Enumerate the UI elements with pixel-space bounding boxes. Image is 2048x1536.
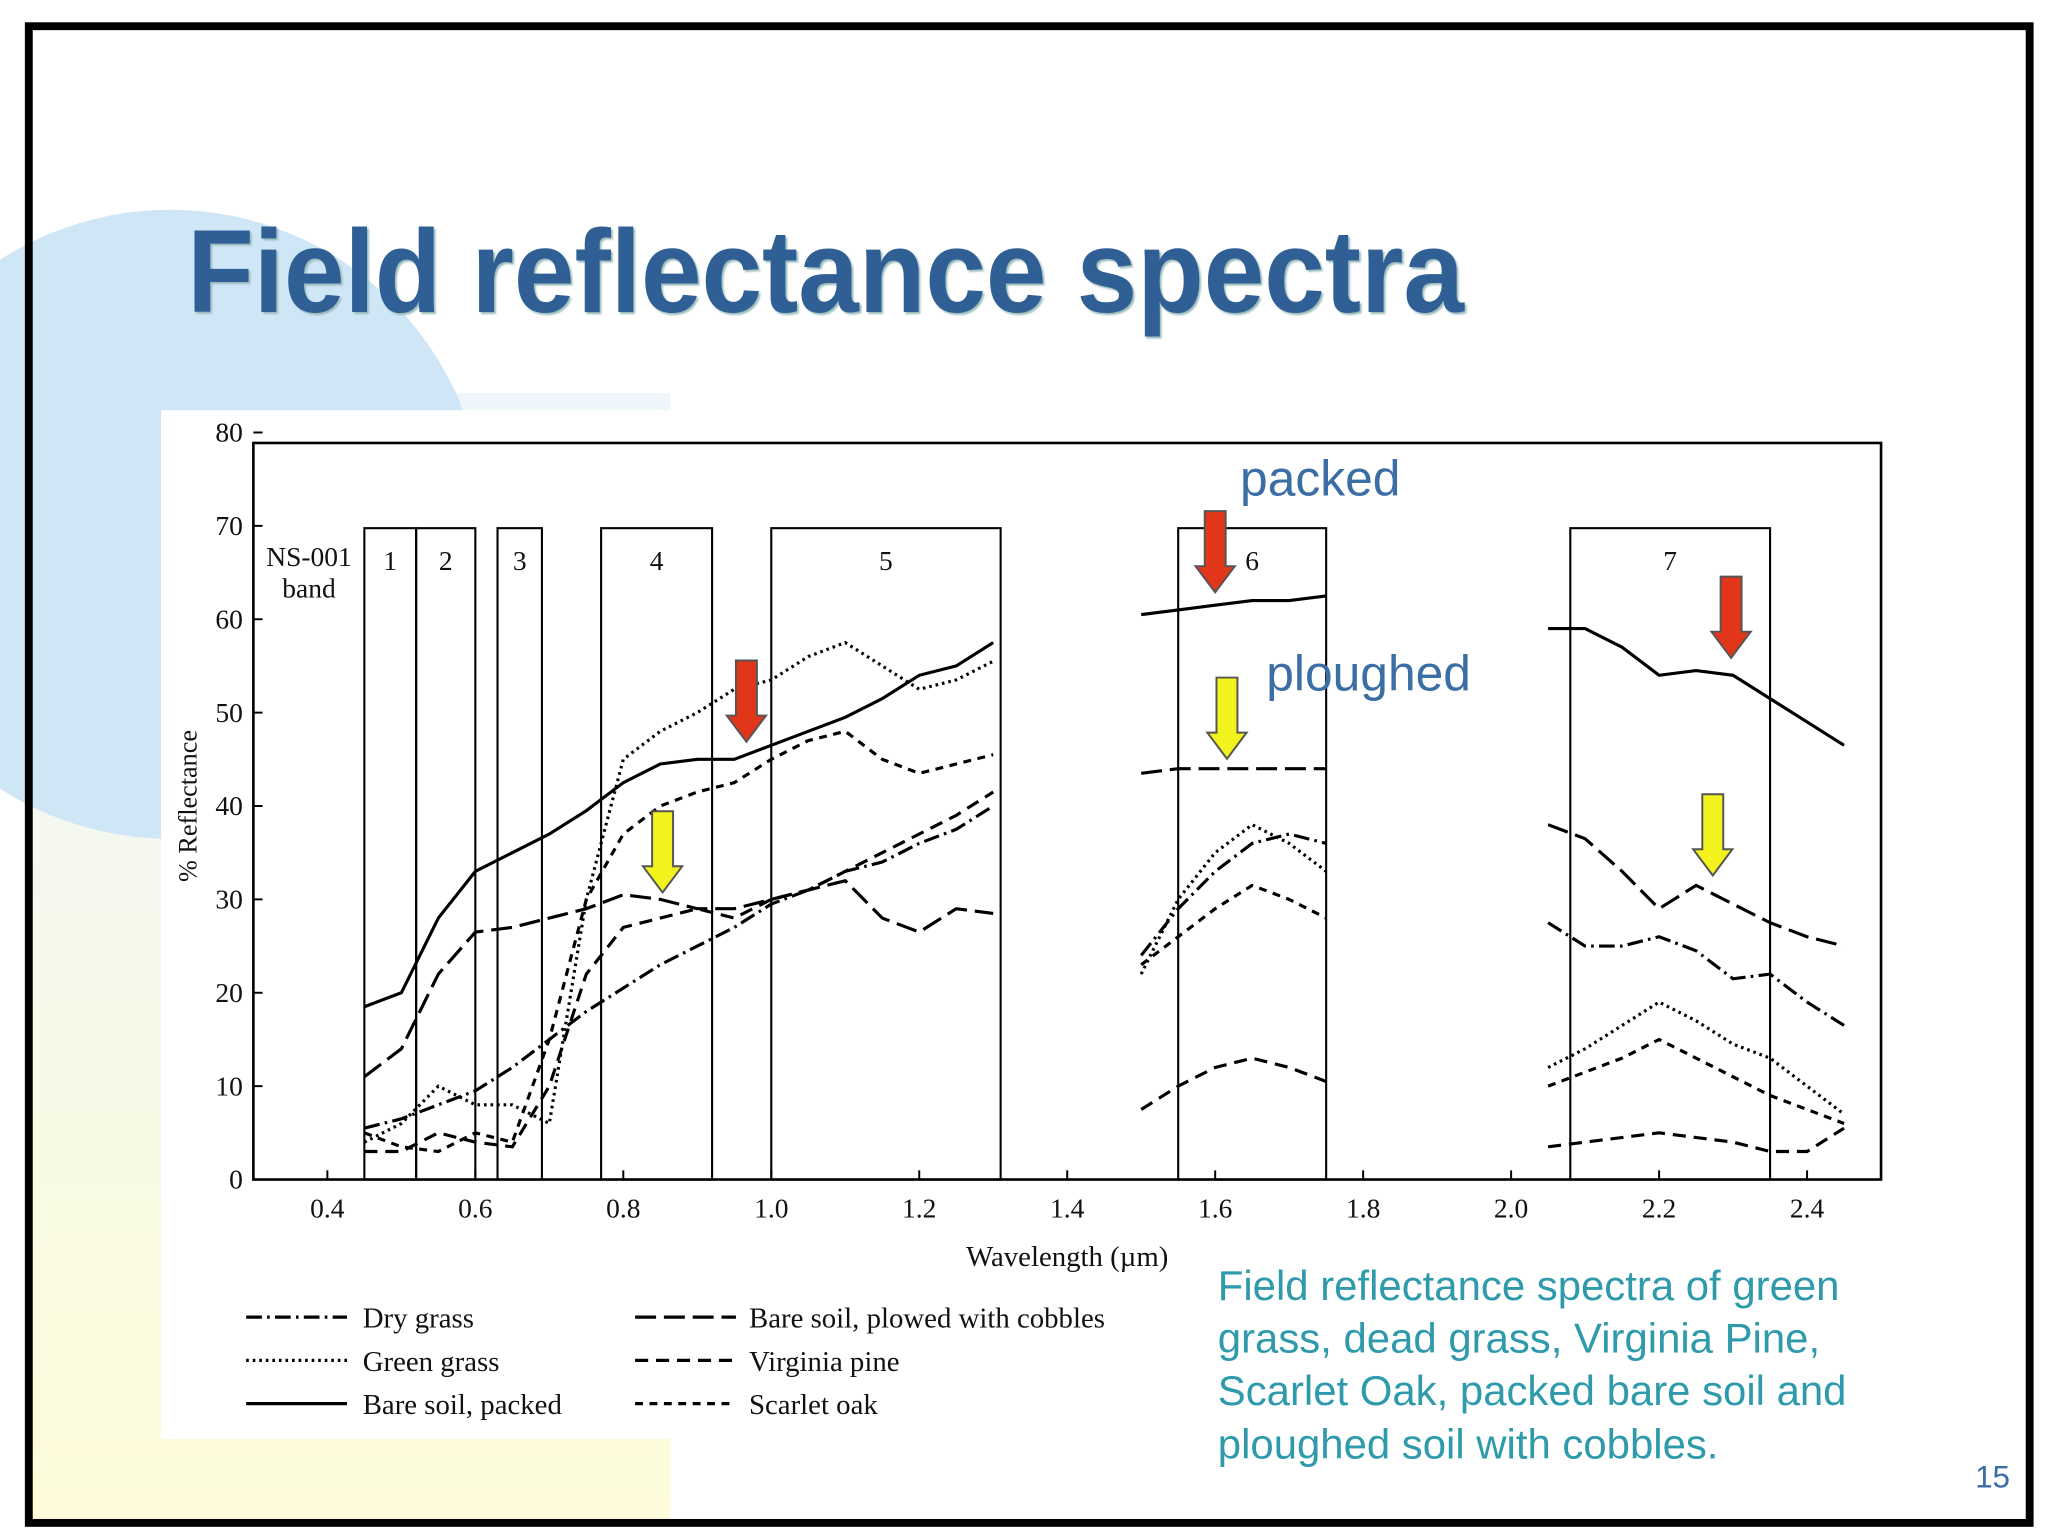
caption-line: Scarlet Oak, packed bare soil and bbox=[1218, 1367, 1847, 1414]
series-line bbox=[364, 790, 1845, 1154]
x-tick-label: 0.6 bbox=[458, 1193, 492, 1224]
band-number: 1 bbox=[383, 545, 397, 576]
band bbox=[770, 527, 1002, 1181]
y-tick-label: 40 bbox=[215, 790, 242, 821]
y-tick-label: 50 bbox=[215, 697, 242, 728]
band-number: 2 bbox=[439, 545, 453, 576]
caption: Field reflectance spectra of green grass… bbox=[1218, 1262, 1847, 1468]
legend-label: Scarlet oak bbox=[749, 1389, 878, 1421]
band-number: 6 bbox=[1245, 545, 1259, 576]
x-axis-label: Wavelength (µm) bbox=[966, 1241, 1168, 1273]
x-tick-label: 2.4 bbox=[1790, 1193, 1825, 1224]
y-tick-label: 30 bbox=[215, 884, 242, 915]
caption-line: Field reflectance spectra of green bbox=[1218, 1262, 1840, 1309]
x-tick-label: 1.0 bbox=[754, 1193, 788, 1224]
band-label: band bbox=[282, 573, 336, 604]
x-tick-label: 2.2 bbox=[1642, 1193, 1676, 1224]
band bbox=[1177, 527, 1328, 1181]
caption-line: ploughed soil with cobbles. bbox=[1218, 1421, 1719, 1468]
y-axis-label: % Reflectance bbox=[173, 730, 202, 882]
band-label: NS-001 bbox=[266, 541, 352, 572]
band-number: 5 bbox=[879, 545, 893, 576]
x-tick-label: 1.6 bbox=[1198, 1193, 1232, 1224]
slide-border bbox=[24, 22, 2034, 1527]
x-tick-label: 0.4 bbox=[310, 1193, 345, 1224]
slide-title: Field reflectance spectra bbox=[187, 205, 1465, 337]
band-number: 7 bbox=[1663, 545, 1677, 576]
band bbox=[415, 527, 477, 1181]
legend-label: Green grass bbox=[363, 1346, 500, 1378]
x-tick-label: 1.4 bbox=[1050, 1193, 1085, 1224]
series-line bbox=[363, 640, 1845, 1144]
series-line bbox=[363, 804, 1845, 1130]
y-tick-label: 10 bbox=[215, 1070, 242, 1101]
chart-background bbox=[1195, 410, 1903, 1249]
caption-line: grass, dead grass, Virginia Pine, bbox=[1218, 1315, 1820, 1362]
band bbox=[1569, 527, 1772, 1181]
y-tick-label: 20 bbox=[215, 977, 242, 1008]
chart: 0 10 20 30 40 50 60 70 80 0.4 0.6 0.8 1.0 1.2 1.4 1.6 1.… bbox=[173, 417, 1883, 1421]
band-number: 3 bbox=[513, 545, 527, 576]
annotation: ploughed bbox=[1266, 646, 1471, 702]
page-number: 15 bbox=[1975, 1459, 2010, 1494]
series-line bbox=[363, 594, 1845, 1009]
band bbox=[496, 527, 543, 1181]
band-number: 4 bbox=[650, 545, 664, 576]
band bbox=[600, 527, 714, 1181]
legend-label: Virginia pine bbox=[749, 1346, 900, 1378]
series-line bbox=[363, 767, 1845, 1079]
legend-label: Bare soil, plowed with cobbles bbox=[749, 1303, 1105, 1335]
legend-label: Bare soil, packed bbox=[363, 1389, 563, 1421]
x-tick-label: 2.0 bbox=[1494, 1193, 1528, 1224]
y-tick-label: 60 bbox=[215, 603, 242, 634]
y-tick-label: 80 bbox=[215, 417, 242, 448]
chart-background bbox=[161, 410, 1196, 1440]
x-tick-label: 1.8 bbox=[1346, 1193, 1380, 1224]
x-tick-label: 1.2 bbox=[902, 1193, 936, 1224]
y-tick-label: 70 bbox=[215, 510, 242, 541]
series-line bbox=[363, 729, 1845, 1154]
y-tick-label: 0 bbox=[229, 1164, 243, 1195]
x-tick-label: 0.8 bbox=[606, 1193, 640, 1224]
legend-label: Dry grass bbox=[363, 1303, 474, 1335]
annotation: packed bbox=[1240, 450, 1400, 506]
